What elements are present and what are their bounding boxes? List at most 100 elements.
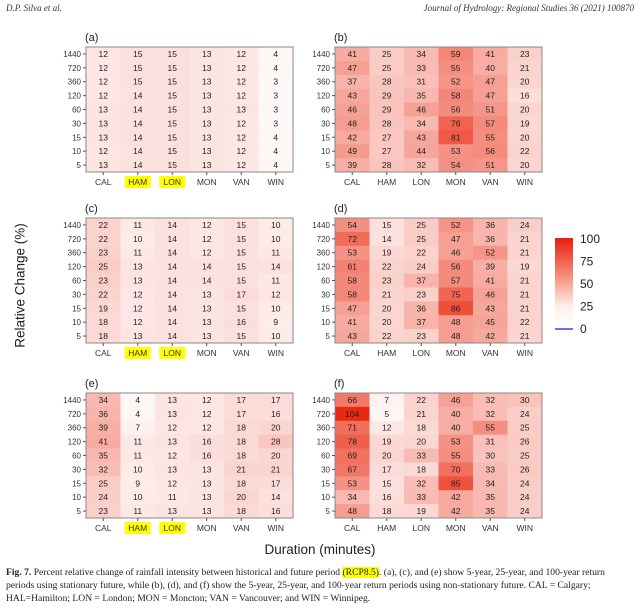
heatmap-cell [155, 74, 190, 89]
cell-value-label: 48 [348, 506, 358, 516]
cell-value-label: 22 [520, 146, 530, 156]
cell-value-label: 15 [168, 91, 178, 101]
heatmap-cell [258, 315, 294, 330]
cell-value-label: 22 [417, 395, 427, 405]
heatmap-cell [258, 218, 294, 233]
heatmap-cell [258, 130, 294, 145]
figure-caption: Fig. 7. Percent relative change of rainf… [6, 566, 634, 605]
heatmap-cell [404, 130, 439, 145]
heatmap-cell [189, 420, 225, 435]
heatmap-cell [438, 504, 474, 519]
x-tick-label: VAN [482, 177, 499, 187]
cell-value-label: 37 [417, 276, 427, 286]
cell-value-label: 46 [451, 395, 461, 405]
y-tick-label: 1440 [312, 221, 330, 230]
heatmap-cell [438, 462, 474, 477]
cell-value-label: 12 [99, 63, 109, 73]
cell-value-label: 13 [99, 132, 109, 142]
heatmap-cell [404, 462, 439, 477]
heatmap-cell [258, 448, 294, 463]
cell-value-label: 32 [486, 409, 496, 419]
heatmap-cell [473, 287, 508, 302]
heatmap-cell [507, 434, 543, 449]
heatmap-cell [473, 158, 508, 173]
heatmap-cell [189, 476, 225, 491]
heatmap-cell [473, 490, 508, 505]
cell-value-label: 14 [168, 289, 178, 299]
heatmap-cell [189, 144, 225, 159]
cell-value-label: 14 [133, 146, 143, 156]
heatmap-cell [224, 259, 259, 274]
heatmap-cell [189, 490, 225, 505]
x-tick-label: MON [446, 177, 466, 187]
legend-zero-marker [555, 328, 573, 330]
cell-value-label: 15 [237, 276, 247, 286]
heatmap-cell [473, 130, 508, 145]
cell-value-label: 23 [417, 331, 427, 341]
cell-value-label: 9 [135, 478, 140, 488]
cell-value-label: 24 [520, 492, 530, 502]
cell-value-label: 12 [99, 49, 109, 59]
cell-value-label: 47 [348, 63, 358, 73]
heatmap-cell [155, 158, 190, 173]
x-tick-highlight [159, 176, 186, 188]
cell-value-label: 48 [348, 118, 358, 128]
running-header-authors: D.P. Silva et al. [6, 3, 62, 13]
cell-value-label: 12 [237, 91, 247, 101]
x-tick-label: VAN [233, 523, 250, 533]
heatmap-cell [155, 259, 190, 274]
cell-value-label: 15 [168, 63, 178, 73]
heatmap-cell [120, 60, 156, 76]
cell-value-label: 12 [202, 234, 212, 244]
heatmap-figure: (a)12 15 15 13 12 412 15 15 13 12 412 15 15 13 12 312 14… [63, 32, 600, 534]
cell-value-label: 16 [520, 91, 530, 101]
y-tick-label: 30 [321, 465, 330, 474]
heatmap-cell [86, 245, 121, 260]
y-tick-label: 30 [72, 465, 81, 474]
cell-value-label: 23 [99, 276, 109, 286]
cell-value-label: 17 [271, 478, 281, 488]
cell-value-label: 15 [168, 146, 178, 156]
heatmap-cell [369, 476, 405, 491]
heatmap-cell [155, 476, 190, 491]
heatmap-cell [369, 245, 405, 260]
heatmap-cell [438, 273, 474, 288]
heatmap-cell [86, 158, 121, 173]
heatmap-cell [86, 130, 121, 145]
caption-label: Fig. 7. [6, 567, 32, 578]
cell-value-label: 33 [417, 63, 427, 73]
cell-value-label: 12 [133, 289, 143, 299]
y-axis-title: Relative Change (%) [12, 223, 28, 348]
heatmap-cell [369, 144, 405, 159]
cell-value-label: 14 [133, 105, 143, 115]
cell-value-label: 23 [382, 276, 392, 286]
cell-value-label: 13 [202, 464, 212, 474]
y-tick-label: 15 [321, 304, 330, 313]
x-tick-label: WIN [516, 177, 533, 187]
heatmap-cell [335, 315, 370, 330]
y-tick-label: 60 [72, 277, 81, 286]
heatmap-cell [438, 434, 474, 449]
heatmap-cell [438, 420, 474, 435]
cell-value-label: 13 [202, 49, 212, 59]
heatmap-cell [224, 393, 259, 408]
heatmap-cell [258, 116, 294, 131]
y-tick-label: 10 [321, 493, 330, 502]
cell-value-label: 46 [451, 248, 461, 258]
cell-value-label: 43 [486, 303, 496, 313]
cell-value-label: 11 [271, 248, 280, 258]
heatmap-cell [507, 420, 543, 435]
x-tick-label: WIN [267, 177, 284, 187]
cell-value-label: 14 [168, 220, 178, 230]
heatmap-cell [473, 329, 508, 344]
cell-value-label: 25 [382, 49, 392, 59]
panel-label: (f) [334, 378, 344, 390]
cell-value-label: 31 [486, 437, 496, 447]
caption-text-rest: . (a), (c), and (e) show 5-year, 25-year… [6, 567, 605, 604]
heatmap-cell [86, 231, 121, 247]
cell-value-label: 41 [486, 276, 496, 286]
cell-value-label: 10 [271, 331, 281, 341]
cell-value-label: 15 [133, 77, 143, 87]
x-tick-label: WIN [267, 348, 284, 358]
cell-value-label: 54 [348, 220, 358, 230]
